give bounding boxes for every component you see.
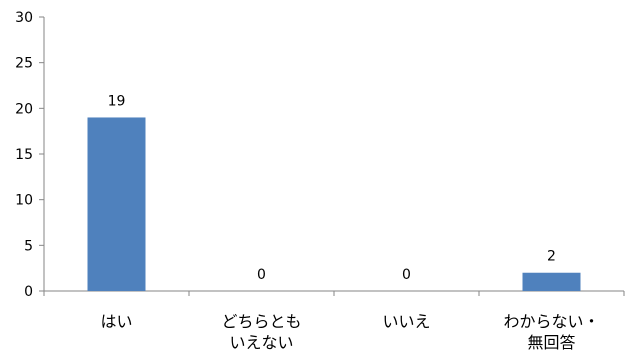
category-label: はい [100, 312, 132, 331]
data-label: 0 [257, 267, 266, 283]
y-tick-label: 25 [15, 56, 33, 72]
category-label: 無回答 [527, 333, 575, 352]
y-tick-label: 30 [15, 10, 33, 26]
bar [87, 117, 146, 291]
category-label: いいえ [382, 312, 430, 331]
bars [87, 117, 581, 291]
data-label: 0 [402, 267, 411, 283]
y-tick-label: 15 [15, 147, 33, 163]
category-label: どちらとも [221, 312, 301, 331]
data-labels: 19 0 0 2 [108, 93, 556, 283]
category-label: いえない [229, 333, 293, 352]
data-label: 2 [547, 249, 556, 265]
data-label: 19 [108, 93, 126, 109]
category-label: わからない・ [503, 312, 599, 331]
y-tick-label: 10 [15, 193, 33, 209]
y-axis-ticks: 0 5 10 15 20 25 30 [15, 10, 44, 300]
y-tick-label: 0 [24, 284, 33, 300]
y-tick-label: 20 [15, 101, 33, 117]
bar [522, 272, 581, 291]
y-tick-label: 5 [24, 238, 33, 254]
